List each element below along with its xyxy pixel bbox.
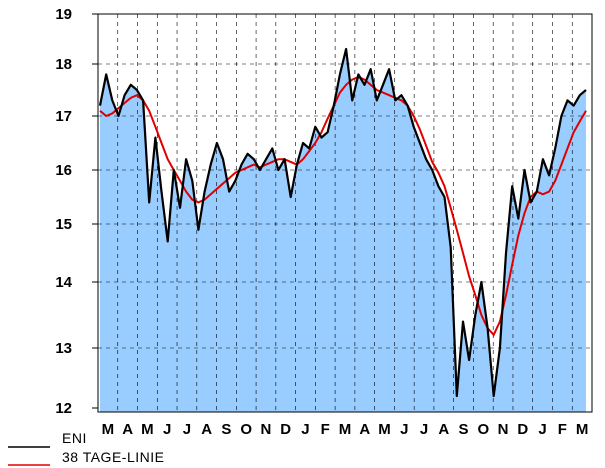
x-tick-label: M (141, 421, 154, 438)
x-tick-label: A (122, 421, 133, 438)
x-tick-label: M (378, 421, 391, 438)
x-tick-label: J (400, 421, 408, 438)
y-tick-label: 12 (55, 400, 72, 417)
legend-item-38-tage-linie: 38 TAGE-LINIE (8, 449, 164, 466)
legend-label-eni: ENI (62, 430, 87, 446)
x-tick-label: S (459, 421, 469, 438)
plot-area (97, 13, 593, 413)
y-tick-label: 19 (55, 6, 72, 23)
legend: ENI 38 TAGE-LINIE (8, 430, 164, 466)
x-tick-label: J (163, 421, 171, 438)
x-tick-label: N (261, 421, 272, 438)
x-tick-label: N (498, 421, 509, 438)
y-tick-label: 17 (55, 108, 72, 125)
x-tick-label: O (477, 421, 489, 438)
x-tick-label: D (517, 421, 528, 438)
x-tick-label: A (201, 421, 212, 438)
x-tick-label: F (558, 421, 567, 438)
x-tick-label: S (221, 421, 231, 438)
x-tick-label: J (420, 421, 428, 438)
x-tick-label: M (339, 421, 352, 438)
plot-frame (97, 13, 593, 413)
x-tick-label: J (301, 421, 309, 438)
y-tick-label: 16 (55, 162, 72, 179)
x-tick-label: A (359, 421, 370, 438)
y-tick-label: 18 (55, 56, 72, 73)
y-axis: 12 13 14 15 16 17 18 19 (55, 6, 98, 417)
series-line-38-tage-linie (99, 75, 587, 337)
x-tick-label: M (576, 421, 589, 438)
eni-area-fill (100, 49, 586, 412)
x-tick-label: J (538, 421, 546, 438)
x-tick-label: O (240, 421, 252, 438)
x-tick-label: A (438, 421, 449, 438)
y-tick-label: 14 (55, 274, 72, 291)
series-line-eni (98, 47, 587, 398)
legend-item-eni: ENI (8, 430, 87, 448)
y-tick-label: 15 (55, 216, 72, 233)
legend-label-38-tage-linie: 38 TAGE-LINIE (62, 449, 164, 465)
x-tick-label: D (280, 421, 291, 438)
x-tick-label: F (321, 421, 330, 438)
x-tick-label: M (102, 421, 115, 438)
x-tick-label: J (183, 421, 191, 438)
y-tick-label: 13 (55, 340, 72, 357)
